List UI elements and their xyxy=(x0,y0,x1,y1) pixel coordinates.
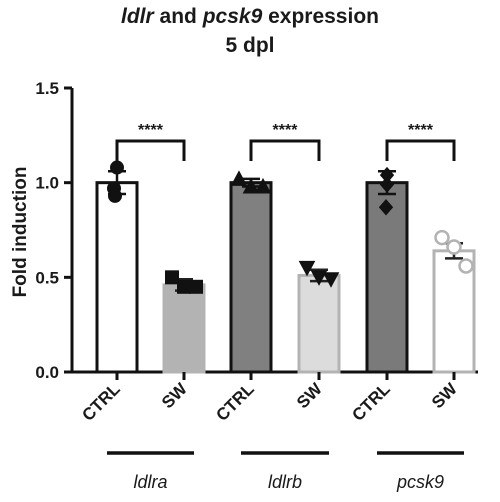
data-point xyxy=(310,270,328,286)
data-point xyxy=(298,260,316,277)
data-point xyxy=(379,176,395,193)
significance-label: **** xyxy=(408,122,434,139)
data-point xyxy=(165,270,179,285)
group-label: ldlra xyxy=(133,472,167,492)
x-tick-label: CTRL xyxy=(212,379,257,424)
title-part: pcsk9 xyxy=(202,5,263,28)
y-tick-label: 0.0 xyxy=(35,363,59,382)
y-axis-label: Fold induction xyxy=(10,167,31,298)
data-point xyxy=(434,229,450,246)
significance-bracket xyxy=(385,139,456,161)
x-tick-label: SW xyxy=(293,379,326,412)
x-tick-label: CTRL xyxy=(348,379,393,424)
data-point xyxy=(322,272,340,288)
title-part: ldlr xyxy=(121,5,155,28)
data-point xyxy=(108,188,122,203)
title-part: and xyxy=(154,5,203,28)
significance-label: **** xyxy=(138,122,164,139)
x-tick-label: CTRL xyxy=(78,379,123,424)
y-tick-label: 0.5 xyxy=(35,268,59,287)
plot-area: 0.0 0.5 1.0 1.5 CTRL SW CTRL SW CTRL SW **** **** **… xyxy=(35,79,478,492)
title-part: expression xyxy=(262,5,379,28)
data-point xyxy=(189,279,203,294)
group-label: ldlrb xyxy=(268,472,302,492)
data-point xyxy=(177,279,191,294)
data-point xyxy=(230,170,248,186)
chart-subtitle: 5 dpl xyxy=(225,34,274,57)
bar xyxy=(229,181,273,374)
data-point xyxy=(378,199,394,216)
significance-label: **** xyxy=(273,122,299,139)
x-tick-label: SW xyxy=(428,379,461,412)
significance-bracket xyxy=(249,139,321,161)
bar xyxy=(297,273,341,374)
y-tick-label: 1.0 xyxy=(35,174,59,193)
chart-title: ldlr and pcsk9 expression xyxy=(121,5,379,28)
significance-bracket xyxy=(115,139,186,161)
bar xyxy=(162,283,206,374)
data-point xyxy=(242,177,260,194)
group-label: pcsk9 xyxy=(396,472,444,492)
bar xyxy=(95,181,139,374)
x-tick-label: SW xyxy=(158,379,191,412)
data-point xyxy=(110,160,124,175)
data-point xyxy=(458,258,474,274)
data-point xyxy=(446,239,462,255)
data-point xyxy=(254,177,272,194)
y-tick-label: 1.5 xyxy=(35,79,59,98)
